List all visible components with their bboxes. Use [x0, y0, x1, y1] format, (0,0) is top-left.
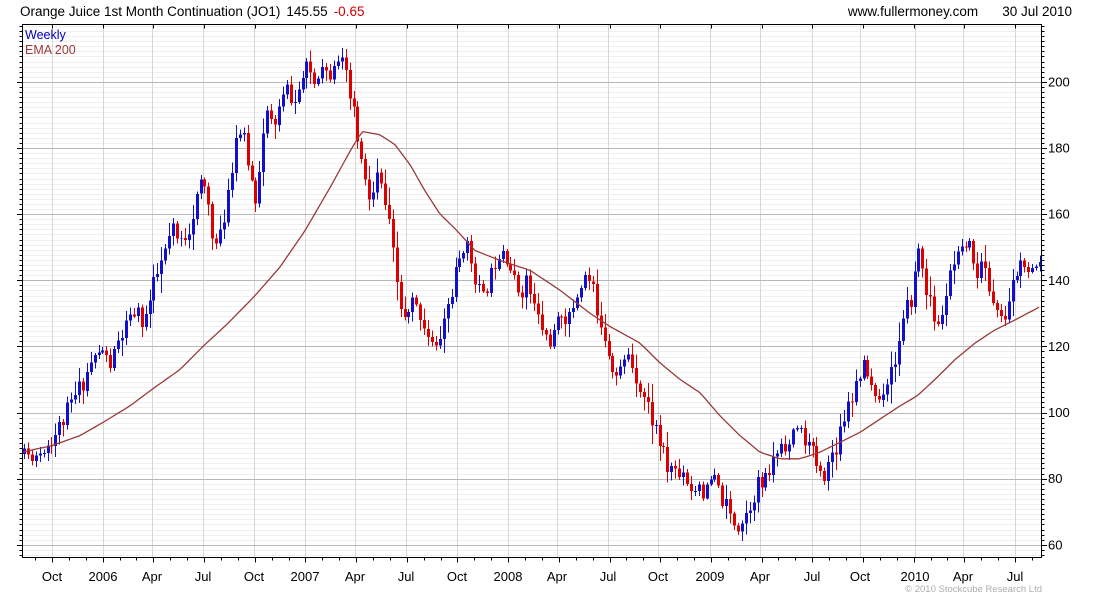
svg-text:Jul: Jul [398, 569, 415, 584]
price-change: -0.65 [333, 4, 365, 19]
svg-text:80: 80 [1048, 471, 1062, 486]
svg-text:Apr: Apr [953, 569, 974, 584]
axis-labels: 60 80 100 120 140 160 180 200 Oct 2006 Apr Jul Oct 20… [42, 74, 1070, 584]
legend-weekly-label: Weekly [25, 28, 66, 42]
svg-text:Jul: Jul [804, 569, 821, 584]
svg-text:2010: 2010 [901, 569, 930, 584]
svg-text:Jul: Jul [1007, 569, 1024, 584]
legend-ema-label: EMA 200 [25, 43, 76, 57]
svg-text:Oct: Oct [244, 569, 265, 584]
svg-text:Oct: Oct [447, 569, 468, 584]
svg-text:60: 60 [1048, 537, 1062, 552]
svg-text:Jul: Jul [600, 569, 617, 584]
svg-text:140: 140 [1048, 273, 1070, 288]
svg-text:Apr: Apr [750, 569, 771, 584]
svg-text:Apr: Apr [547, 569, 568, 584]
svg-text:180: 180 [1048, 140, 1070, 155]
svg-text:Oct: Oct [42, 569, 63, 584]
chart-legend: Weekly EMA 200 [25, 28, 76, 58]
svg-text:Jul: Jul [195, 569, 212, 584]
chart-date: 30 Jul 2010 [1002, 4, 1072, 19]
chart-title: Orange Juice 1st Month Continuation (JO1… [20, 4, 281, 19]
title-block: Orange Juice 1st Month Continuation (JO1… [20, 4, 364, 19]
axis-ticks [17, 24, 1047, 563]
svg-text:2008: 2008 [494, 569, 523, 584]
svg-text:2006: 2006 [89, 569, 118, 584]
grid [23, 25, 1041, 557]
svg-text:160: 160 [1048, 207, 1070, 222]
candles [23, 48, 1042, 541]
svg-text:120: 120 [1048, 339, 1070, 354]
website-link[interactable]: www.fullermoney.com [847, 4, 979, 19]
header-right: www.fullermoney.com 30 Jul 2010 [848, 4, 1072, 19]
chart-header: Orange Juice 1st Month Continuation (JO1… [0, 0, 1100, 24]
last-price: 145.55 [286, 4, 328, 19]
copyright-note: © 2010 Stockcube Research Ltd [905, 584, 1042, 595]
svg-text:Apr: Apr [142, 569, 163, 584]
ema-line [22, 130, 1040, 460]
svg-text:2009: 2009 [696, 569, 725, 584]
svg-text:Oct: Oct [850, 569, 871, 584]
svg-text:100: 100 [1048, 405, 1070, 420]
svg-text:Oct: Oct [648, 569, 669, 584]
svg-text:Apr: Apr [345, 569, 366, 584]
svg-text:200: 200 [1048, 74, 1070, 89]
svg-text:2007: 2007 [291, 569, 320, 584]
